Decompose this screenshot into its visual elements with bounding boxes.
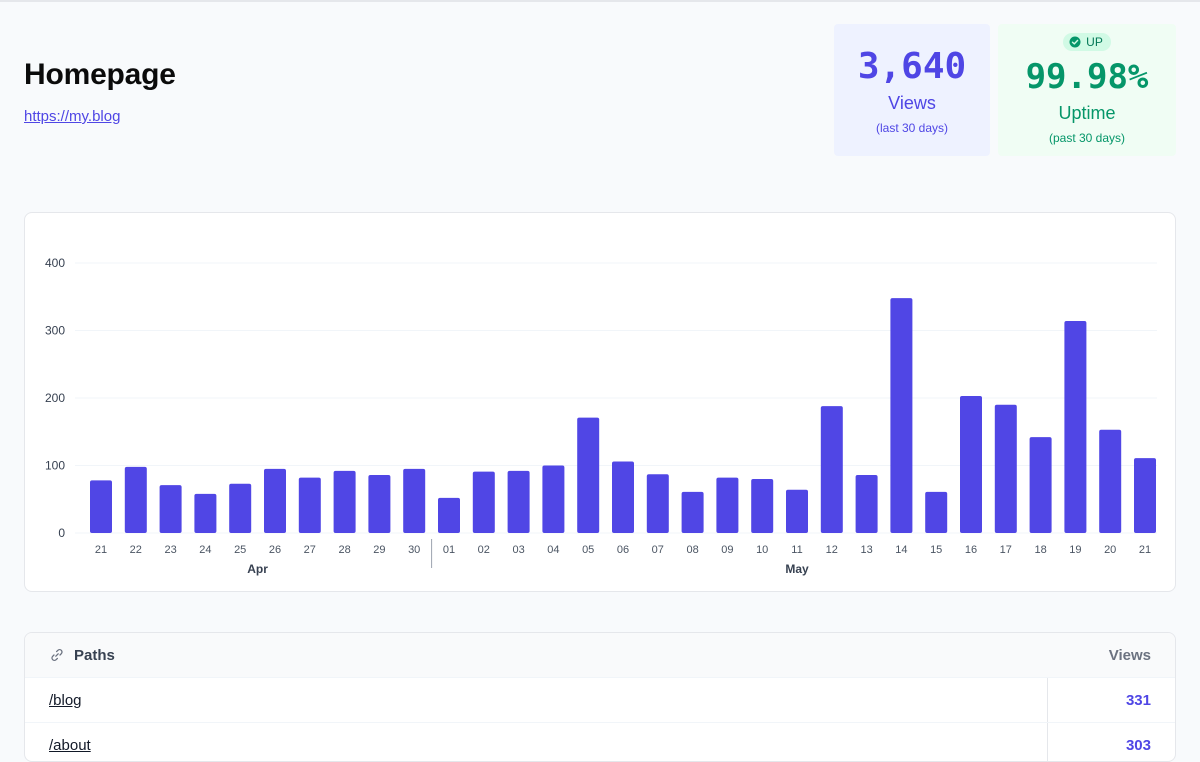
bar — [298, 477, 321, 533]
x-tick-label: 14 — [895, 544, 907, 556]
link-icon — [51, 649, 63, 661]
x-tick-label: 26 — [269, 544, 281, 556]
bar — [855, 474, 878, 533]
bar — [751, 479, 774, 533]
x-tick-label: 05 — [582, 544, 594, 556]
x-tick-label: 16 — [965, 544, 977, 556]
x-tick-label: 18 — [1034, 544, 1046, 556]
table-header: Paths Views — [25, 633, 1175, 678]
path-views: 303 — [1125, 736, 1151, 754]
bar — [438, 497, 460, 533]
bar — [925, 491, 948, 533]
x-tick-label: 29 — [373, 544, 385, 556]
x-tick-label: 13 — [860, 544, 872, 556]
bar — [264, 468, 286, 533]
bar — [542, 465, 565, 533]
table-header-title: Paths — [49, 647, 115, 664]
y-tick-label: 0 — [58, 526, 65, 540]
x-tick-label: 04 — [547, 544, 559, 556]
bar-chart: 0 100 200 300 400 21 22 23 24 25 26 27 28 29 30 01 02 03 0… — [45, 256, 1157, 576]
views-column-header[interactable]: Views — [1108, 646, 1151, 664]
bar — [786, 489, 808, 533]
x-tick-label: 25 — [234, 544, 246, 556]
x-tick-label: 06 — [617, 544, 629, 556]
bar — [194, 493, 217, 533]
column-divider — [1047, 678, 1048, 722]
bar — [960, 395, 982, 533]
page-header: Homepage https://my.blog — [24, 58, 176, 126]
bar — [646, 474, 669, 533]
x-tick-label: 19 — [1069, 544, 1081, 556]
bar — [403, 468, 426, 533]
bar — [368, 474, 391, 533]
uptime-period: (past 30 days) — [1048, 131, 1126, 145]
x-tick-label: 22 — [130, 544, 142, 556]
x-tick-label: 27 — [304, 544, 316, 556]
y-tick-label: 100 — [45, 459, 65, 473]
path-link[interactable]: /blog — [49, 691, 82, 709]
paths-heading: Paths — [74, 646, 115, 664]
bar — [472, 471, 495, 533]
top-border — [0, 0, 1200, 2]
x-tick-label: 21 — [1139, 544, 1151, 556]
month-label: May — [785, 562, 809, 576]
x-tick-label: 21 — [95, 544, 107, 556]
x-tick-label: 07 — [652, 544, 664, 556]
y-tick-label: 300 — [45, 324, 65, 338]
uptime-label: Uptime — [1058, 103, 1116, 123]
x-tick-label: 23 — [164, 544, 176, 556]
views-stat-card: 3,640 Views (last 30 days) — [834, 24, 990, 156]
site-url-link[interactable]: https://my.blog — [24, 108, 121, 125]
y-tick-label: 200 — [45, 391, 65, 405]
bar — [159, 485, 182, 533]
bar — [1029, 437, 1052, 533]
x-tick-label: 20 — [1104, 544, 1116, 556]
bar — [577, 417, 600, 533]
x-tick-label: 11 — [791, 544, 802, 556]
bar — [507, 470, 530, 533]
path-views: 331 — [1125, 691, 1151, 709]
bar — [1099, 429, 1122, 533]
x-tick-label: 08 — [686, 544, 698, 556]
page-title: Homepage — [24, 58, 176, 91]
x-tick-label: 02 — [478, 544, 490, 556]
bar — [612, 461, 634, 533]
bar — [90, 480, 112, 533]
paths-table: Paths Views /blog 331 /about 303 — [24, 632, 1176, 762]
bar — [890, 298, 913, 533]
x-tick-label: 12 — [826, 544, 838, 556]
bar — [994, 404, 1017, 533]
status-badge: UP — [1063, 33, 1111, 51]
bar — [1064, 321, 1087, 533]
status-badge-label: UP — [1086, 35, 1103, 49]
views-period: (last 30 days) — [875, 121, 949, 135]
x-tick-label: 01 — [443, 544, 455, 556]
bar — [716, 477, 739, 533]
x-tick-label: 17 — [1000, 544, 1012, 556]
bar — [124, 466, 147, 533]
x-tick-label: 28 — [338, 544, 350, 556]
month-label: Apr — [247, 562, 268, 576]
x-tick-label: 03 — [512, 544, 524, 556]
x-tick-label: 15 — [930, 544, 942, 556]
y-tick-label: 400 — [45, 256, 65, 270]
bar — [333, 470, 356, 533]
views-label: Views — [888, 93, 936, 113]
x-tick-label: 09 — [721, 544, 733, 556]
bar — [681, 491, 704, 533]
bar — [229, 483, 252, 533]
check-circle-icon — [1069, 36, 1081, 48]
uptime-stat-card: UP 99.98% Uptime (past 30 days) — [998, 24, 1176, 156]
bar — [1134, 458, 1156, 533]
x-tick-label: 30 — [408, 544, 420, 556]
bar — [820, 406, 843, 533]
column-divider — [1047, 723, 1048, 761]
x-tick-label: 10 — [756, 544, 768, 556]
views-chart: 0 100 200 300 400 21 22 23 24 25 26 27 28 29 30 01 02 03 0… — [24, 212, 1176, 592]
table-row: /blog 331 — [25, 678, 1175, 723]
uptime-value: 99.98% — [1025, 57, 1149, 97]
path-link[interactable]: /about — [49, 736, 91, 754]
views-value: 3,640 — [857, 46, 967, 87]
x-tick-label: 24 — [199, 544, 211, 556]
